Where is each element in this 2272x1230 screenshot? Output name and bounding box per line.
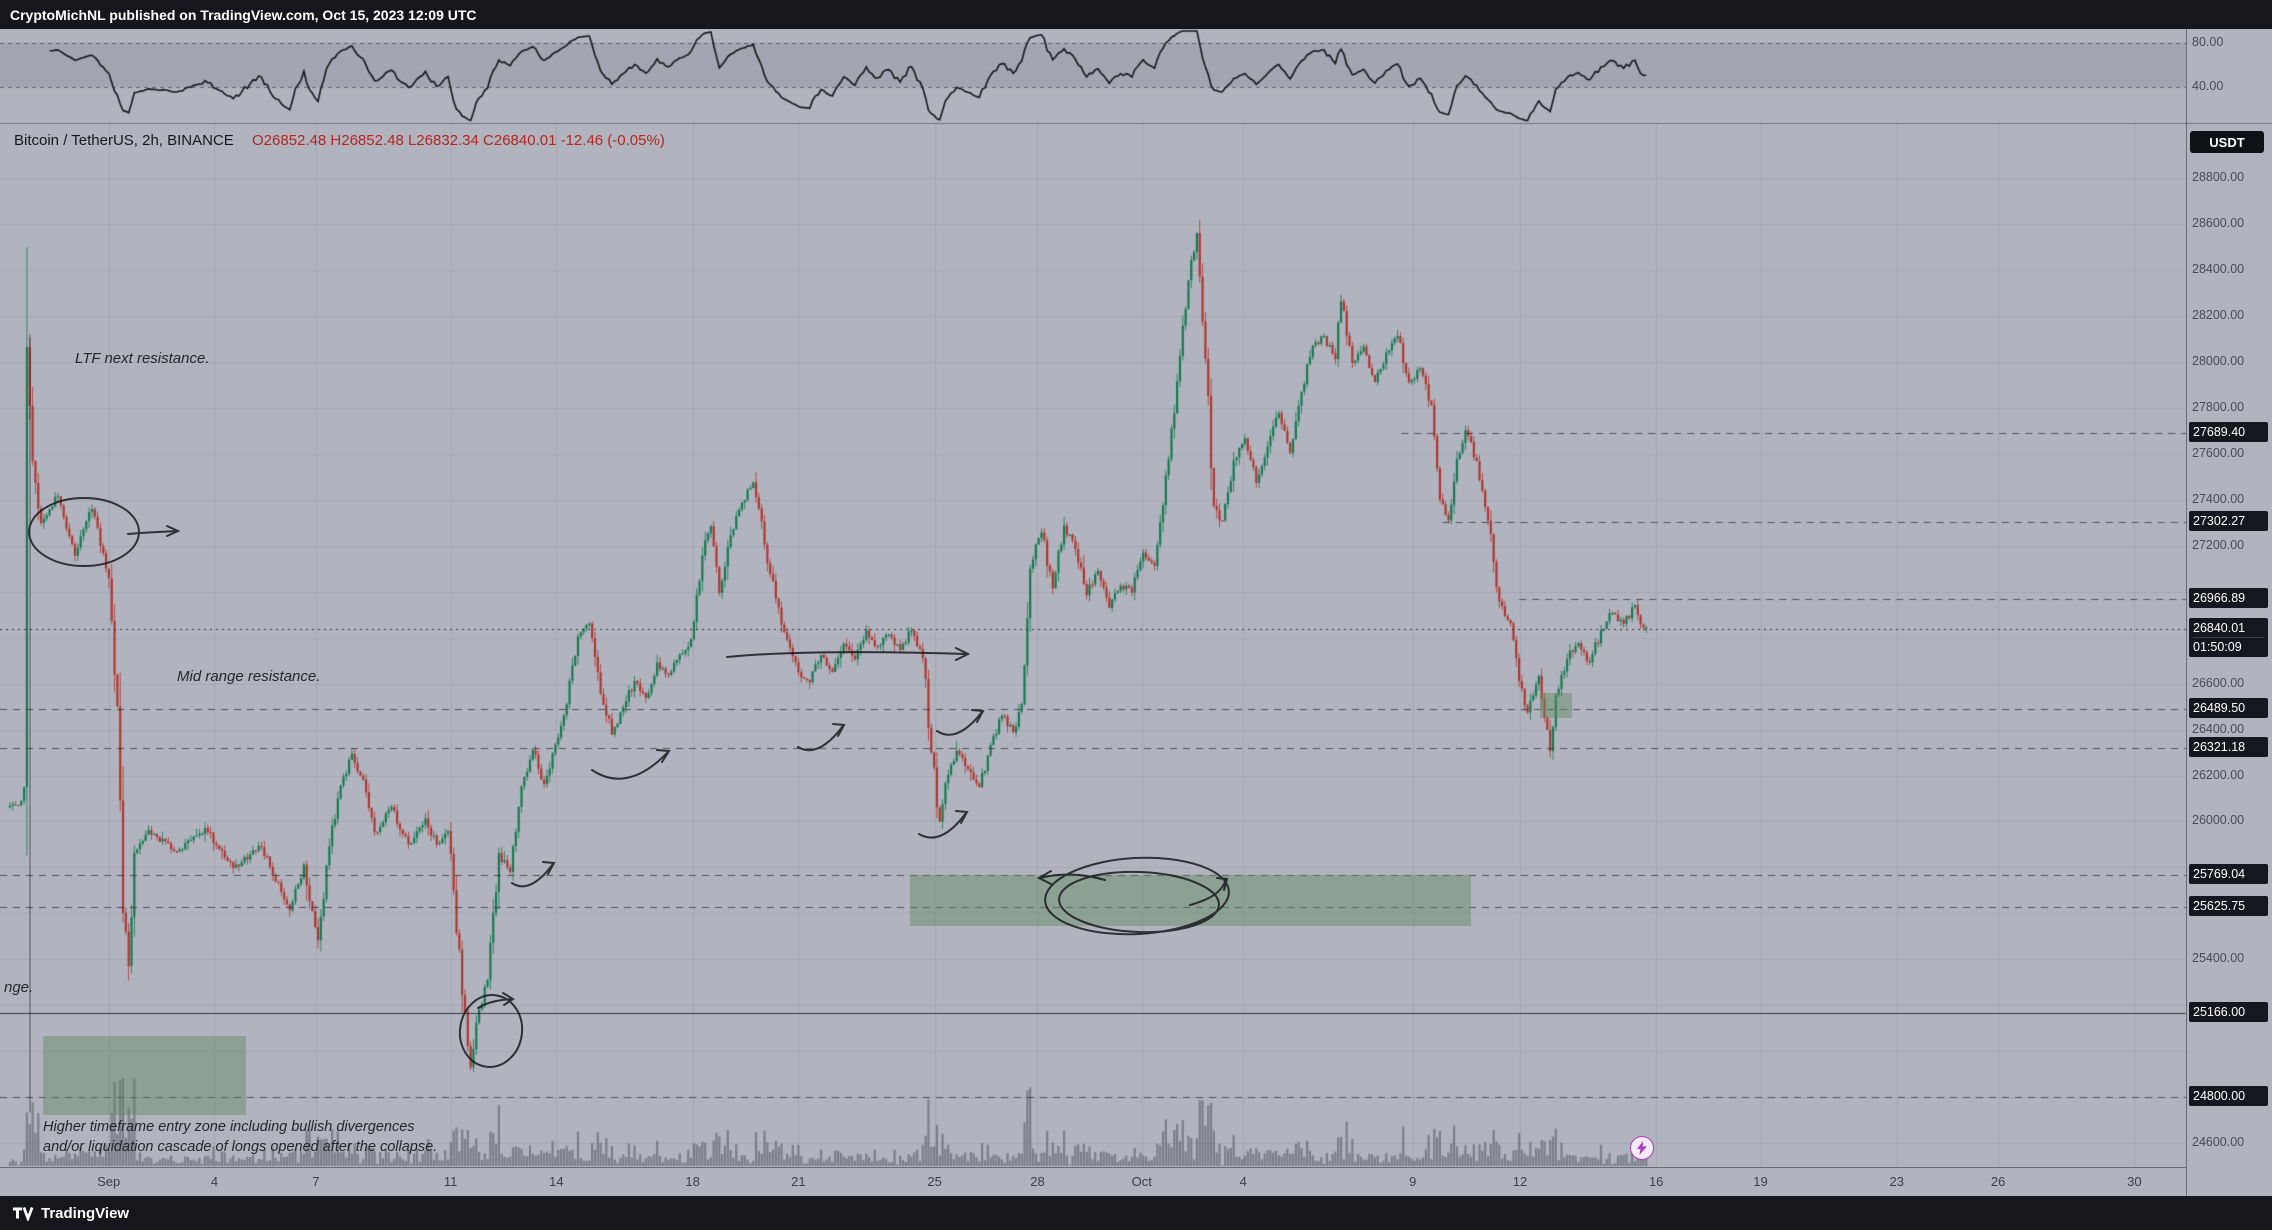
annotation-entry-zone: Higher timeframe entry zone including bu… [43, 1117, 513, 1157]
htf-entry-zone [43, 1036, 246, 1115]
tradingview-logo[interactable]: TradingView [12, 1205, 129, 1222]
price-level-badge: 26966.89 [2189, 588, 2268, 609]
quote-currency-badge: USDT [2190, 131, 2264, 153]
publish-attribution: CryptoMichNL published on TradingView.co… [10, 6, 477, 23]
price-axis-label: 28000.00 [2192, 354, 2245, 369]
price-axis-label: 27800.00 [2192, 400, 2245, 414]
indicator-axis-label: 40.00 [2192, 79, 2224, 93]
indicator-axis-label: 80.00 [2192, 34, 2224, 49]
current-price-badge: 26840.01 01:50:09 [2189, 617, 2268, 657]
price-level-badge: 26489.50 [2189, 698, 2268, 719]
annotation-mid-range-resistance: Mid range resistance. [177, 668, 321, 685]
time-axis-label: 16 [1648, 1174, 1664, 1189]
current-price-value: 26840.01 [2193, 620, 2246, 635]
time-axis-label: 4 [210, 1174, 219, 1189]
bar-countdown: 01:50:09 [2193, 636, 2264, 655]
price-axis-label: 27600.00 [2192, 445, 2245, 460]
time-axis-label: 11 [443, 1174, 458, 1189]
boost-flash-icon[interactable] [1630, 1136, 1654, 1160]
time-axis-label: 25 [927, 1174, 942, 1189]
price-axis-label: 28600.00 [2192, 216, 2245, 231]
tradingview-logo-icon [12, 1207, 34, 1221]
annotation-ltf-resistance: LTF next resistance. [75, 350, 210, 367]
price-level-badge: 26321.18 [2189, 736, 2268, 757]
annotation-entry-line1: Higher timeframe entry zone including bu… [43, 1119, 415, 1135]
price-level-badge: 25769.04 [2189, 863, 2268, 884]
price-level-badge: 27302.27 [2189, 511, 2268, 532]
price-axis-label: 26600.00 [2192, 675, 2245, 690]
time-axis-label: 14 [549, 1174, 564, 1189]
price-axis-label: 28800.00 [2192, 170, 2245, 185]
time-axis-label: 12 [1512, 1174, 1528, 1189]
time-axis[interactable]: Sep 4 7 11 14 18 21 25 28 Oct 4 9 12 16 19 23 26 30 [0, 1167, 2186, 1197]
time-axis-label: Sep [97, 1174, 121, 1189]
symbol-title: Bitcoin / TetherUS, 2h, BINANCE [14, 132, 234, 149]
price-level-badge: 27689.40 [2189, 422, 2268, 443]
time-axis-label: 4 [1239, 1174, 1247, 1189]
price-axis-label: 24600.00 [2192, 1135, 2245, 1150]
time-axis-label: 9 [1409, 1174, 1417, 1189]
time-axis-label: 26 [1990, 1174, 2006, 1189]
time-axis-label: 19 [1753, 1174, 1768, 1189]
price-axis-label: 26000.00 [2192, 813, 2245, 828]
price-axis-label: 26400.00 [2192, 721, 2245, 736]
time-axis-label: 7 [312, 1174, 320, 1189]
price-axis-label: 28400.00 [2192, 262, 2245, 277]
time-axis-label: 30 [2127, 1174, 2142, 1189]
price-axis-label: 26200.00 [2192, 767, 2245, 782]
time-axis-label: 18 [685, 1174, 700, 1189]
footer-bar: TradingView [0, 1196, 2272, 1230]
demand-box [1540, 692, 1572, 719]
time-axis-label: Oct [1131, 1174, 1152, 1189]
annotation-cutoff-text: nge. [4, 979, 34, 996]
annotation-entry-line2: and/or liquidation cascade of longs open… [43, 1139, 438, 1155]
price-axis-label: 27400.00 [2192, 491, 2245, 506]
time-axis-label: 28 [1030, 1174, 1045, 1189]
tradingview-logo-text: TradingView [41, 1204, 130, 1222]
price-level-badge: 25625.75 [2189, 896, 2268, 917]
time-axis-label: 21 [791, 1174, 806, 1189]
price-axis-label: 28200.00 [2192, 308, 2245, 323]
ohlc-values: O26852.48 H26852.48 L26832.34 C26840.01 … [252, 132, 665, 149]
symbol-legend: Bitcoin / TetherUS, 2h, BINANCE O26852.4… [14, 132, 665, 149]
publish-titlebar: CryptoMichNL published on TradingView.co… [0, 0, 2272, 29]
price-axis-label: 27200.00 [2192, 537, 2245, 552]
price-axis[interactable]: 28800.00 28600.00 28400.00 28200.00 28000.00… [2186, 29, 2272, 1196]
price-level-badge: 25166.00 [2189, 1002, 2268, 1023]
time-axis-label: 23 [1889, 1174, 1904, 1189]
lightning-icon [1637, 1141, 1647, 1155]
price-axis-label: 25400.00 [2192, 951, 2245, 966]
price-level-badge: 24800.00 [2189, 1086, 2268, 1107]
mid-range-entry-zone [910, 874, 1471, 926]
